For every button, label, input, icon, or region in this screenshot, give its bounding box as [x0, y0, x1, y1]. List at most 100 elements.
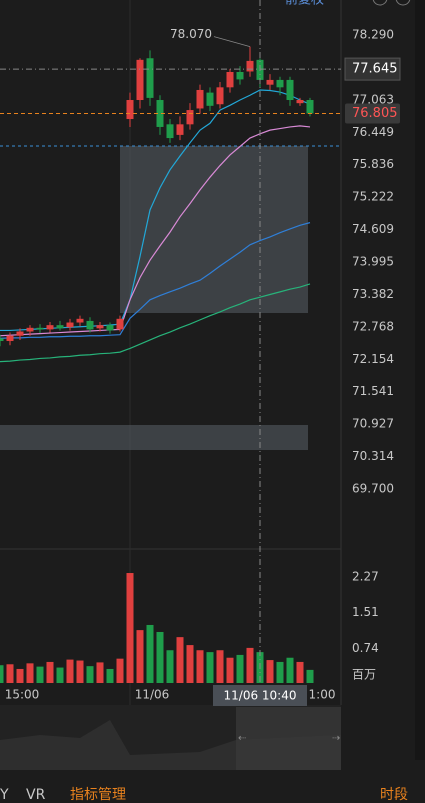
y-tick-label: 72.768: [352, 319, 394, 333]
candle-body: [296, 100, 304, 104]
side-panel: [415, 0, 425, 760]
volume-tick-label: 2.27: [352, 569, 379, 583]
nav-handle[interactable]: ⇠: [238, 733, 247, 744]
candle-body: [16, 331, 24, 336]
candle-body: [146, 58, 154, 98]
volume-bar: [206, 652, 214, 683]
crosshair-price-box: [344, 57, 401, 81]
y-tick-label: 74.609: [352, 222, 394, 236]
toolbar-item[interactable]: 指标管理: [70, 787, 126, 803]
candle-body: [26, 327, 34, 332]
volume-bar: [26, 663, 34, 683]
candle-body: [246, 60, 254, 72]
toolbar-item[interactable]: VR: [26, 787, 46, 803]
volume-bar: [186, 645, 194, 683]
volume-bar: [296, 661, 304, 683]
y-tick-label: 78.290: [352, 28, 394, 42]
ma-line: [0, 125, 311, 337]
y-tick-label: 70.927: [352, 417, 394, 431]
nav-handle[interactable]: ⇢: [332, 733, 340, 744]
volume-bar: [136, 630, 144, 683]
volume-bar: [166, 650, 174, 683]
crosshair-time-label: 11/06 10:40: [224, 689, 297, 703]
candle-body: [86, 320, 94, 330]
candle-body: [0, 338, 4, 342]
crosshair-time-box: [213, 685, 307, 706]
volume-bar: [226, 657, 234, 683]
volume-bar: [66, 659, 74, 683]
volume-bar: [276, 661, 284, 683]
last-price-box: [345, 103, 400, 124]
candle-body: [236, 71, 244, 80]
candle-body: [226, 71, 234, 88]
volume-bar: [46, 661, 54, 683]
candle-body: [96, 325, 104, 329]
navigator-window[interactable]: [236, 707, 341, 770]
volume-bar: [0, 665, 4, 683]
volume-bar: [126, 573, 134, 683]
candle-body: [196, 89, 204, 109]
candle-body: [306, 100, 314, 114]
volume-unit: 百万: [352, 668, 376, 682]
volume-bar: [56, 667, 64, 683]
y-tick-label: 71.541: [352, 384, 394, 398]
icon[interactable]: [372, 0, 388, 6]
volume-bar: [16, 668, 24, 683]
y-tick-label: 77.063: [352, 92, 394, 106]
icon[interactable]: [395, 0, 411, 6]
candle-body: [116, 318, 124, 330]
y-tick-label: 69.700: [352, 482, 394, 496]
volume-tick-label: 1.51: [352, 605, 379, 619]
volume-bar: [236, 654, 244, 683]
candle-body: [166, 124, 174, 139]
crosshair-price-label: 77.645: [352, 62, 398, 77]
candle-body: [126, 100, 134, 120]
last-price-label: 76.805: [352, 106, 398, 121]
y-tick-label: 70.314: [352, 449, 394, 463]
y-tick-label: 72.154: [352, 352, 394, 366]
volume-bar: [286, 657, 294, 683]
candle-body: [276, 79, 284, 88]
volume-bar: [36, 666, 44, 683]
volume-bar: [76, 660, 84, 683]
candle-body: [176, 124, 184, 135]
toolbar-item[interactable]: Y: [0, 787, 9, 803]
ma-line: [0, 222, 311, 339]
volume-bar: [106, 668, 114, 683]
candle-body: [66, 322, 74, 328]
candle-body: [76, 318, 84, 323]
high-leader: [213, 36, 251, 48]
candle-body: [56, 325, 64, 329]
candle-body: [136, 59, 144, 101]
ma-line: [0, 283, 311, 363]
y-tick-label: 75.836: [352, 157, 394, 171]
y-tick-label: 76.449: [352, 125, 394, 139]
candle-body: [206, 92, 214, 106]
candle-body: [106, 325, 114, 331]
candle-body: [156, 100, 164, 127]
y-tick-label: 75.222: [352, 190, 394, 204]
candle-body: [266, 79, 274, 85]
volume-bar: [216, 650, 224, 683]
toolbar-item[interactable]: 时段: [380, 787, 408, 803]
volume-bar: [86, 666, 94, 683]
x-tick-label: 11/06: [135, 688, 170, 702]
drawing-box: [120, 146, 308, 313]
volume-bar: [176, 637, 184, 683]
candle-body: [46, 325, 54, 330]
y-tick-label: 73.382: [352, 287, 394, 301]
candle-body: [286, 79, 294, 101]
y-tick-label: 73.995: [352, 255, 394, 269]
volume-bar: [146, 624, 154, 683]
volume-bar: [6, 664, 14, 683]
volume-bar: [246, 647, 254, 683]
drawing-box: [0, 425, 308, 450]
adjust-label[interactable]: 前复权: [285, 0, 324, 8]
candle-body: [186, 110, 194, 125]
volume-bar: [156, 631, 164, 683]
candle-body: [36, 327, 44, 330]
candle-body: [6, 335, 14, 342]
volume-bar: [306, 669, 314, 683]
x-tick-label: 1:00: [309, 688, 336, 702]
